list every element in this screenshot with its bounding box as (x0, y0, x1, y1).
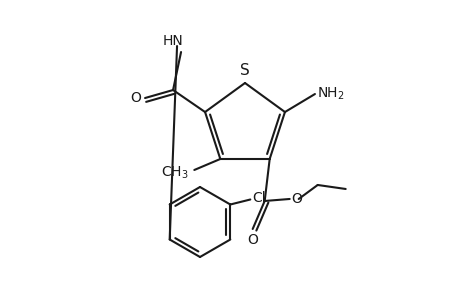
Text: HN: HN (162, 34, 184, 48)
Text: S: S (240, 63, 249, 78)
Text: O: O (291, 192, 302, 206)
Text: O: O (246, 233, 257, 247)
Text: O: O (130, 91, 141, 105)
Text: Cl: Cl (252, 191, 265, 206)
Text: CH$_3$: CH$_3$ (160, 165, 188, 181)
Text: NH$_2$: NH$_2$ (316, 86, 344, 102)
